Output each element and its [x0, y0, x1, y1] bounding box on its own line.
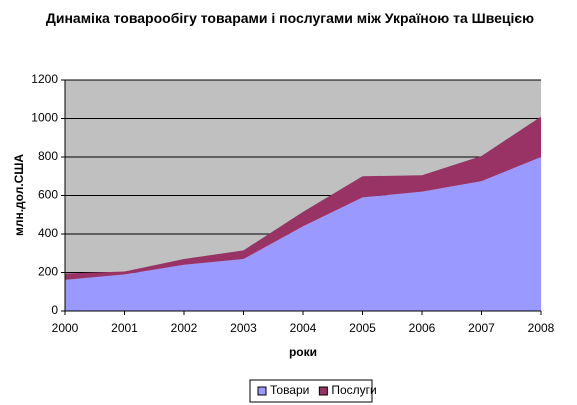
y-tick-label: 400: [38, 226, 58, 240]
legend-swatch: [318, 386, 328, 396]
x-tick-label: 2006: [409, 321, 436, 335]
x-axis-label: роки: [289, 345, 317, 359]
x-tick-label: 2003: [230, 321, 257, 335]
x-tick-label: 2001: [111, 321, 138, 335]
legend-swatch: [257, 386, 267, 396]
x-tick-label: 2004: [290, 321, 317, 335]
y-tick-label: 1200: [31, 72, 58, 86]
legend-label: Товари: [270, 383, 309, 397]
area: [65, 157, 541, 311]
legend-box: [249, 379, 373, 403]
y-tick-label: 800: [38, 149, 58, 163]
chart-title: Динаміка товарообігу товарами і послугам…: [45, 10, 535, 26]
y-tick-label: 0: [51, 303, 58, 317]
y-axis-label: млн.дол.США: [12, 154, 26, 236]
y-tick-label: 200: [38, 265, 58, 279]
legend-label: Послуги: [331, 383, 376, 397]
x-tick-label: 2005: [349, 321, 376, 335]
y-tick-label: 1000: [31, 111, 58, 125]
x-tick-label: 2000: [52, 321, 79, 335]
x-tick-label: 2002: [171, 321, 198, 335]
y-tick-label: 600: [38, 188, 58, 202]
x-tick-label: 2008: [528, 321, 555, 335]
x-tick-label: 2007: [468, 321, 495, 335]
